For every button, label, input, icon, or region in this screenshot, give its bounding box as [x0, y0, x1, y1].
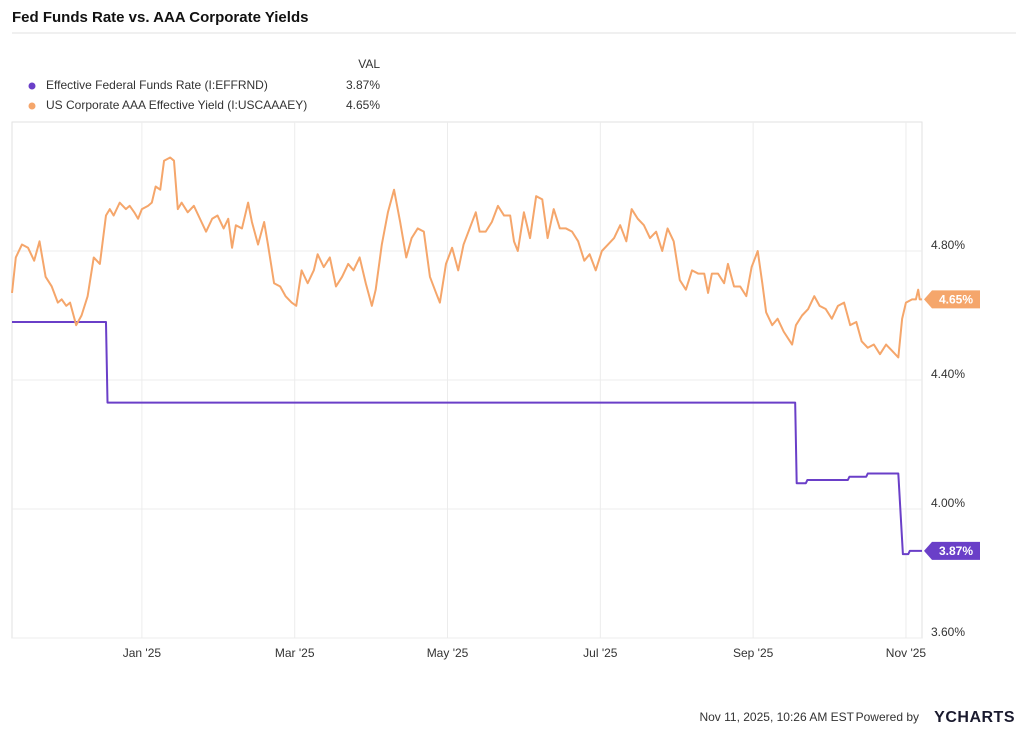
x-tick-label: May '25: [427, 646, 469, 660]
x-tick-label: Sep '25: [733, 646, 774, 660]
y-tick-label: 3.60%: [931, 625, 965, 639]
end-tag-label: 4.65%: [939, 293, 973, 307]
footer-brand: YCHARTS: [934, 709, 1015, 726]
footer-powered-by: Powered by: [856, 710, 919, 724]
x-tick-label: Jan '25: [123, 646, 162, 660]
chart-title: Fed Funds Rate vs. AAA Corporate Yields: [12, 9, 308, 26]
footer-timestamp: Nov 11, 2025, 10:26 AM EST: [699, 710, 854, 724]
y-tick-label: 4.00%: [931, 496, 965, 510]
y-tick-label: 4.80%: [931, 238, 965, 252]
labels: 3.60% 4.00% 4.40% 4.80% Jan '25 Mar '25 May '2…: [28, 78, 1015, 726]
lines: [11, 156, 922, 556]
legend-label: Effective Federal Funds Rate (I:EFFRND): [46, 78, 268, 92]
series-line: [12, 320, 922, 556]
legend-marker: [28, 102, 36, 110]
end-tag: [924, 541, 980, 560]
end-tag: [924, 290, 980, 309]
x-tick-label: Jul '25: [583, 646, 618, 660]
grid: [12, 122, 922, 639]
legend-value: 3.87%: [346, 78, 380, 92]
legend-label: US Corporate AAA Effective Yield (I:USCA…: [46, 98, 307, 112]
x-tick-label: Mar '25: [275, 646, 315, 660]
y-tick-label: 4.40%: [931, 367, 965, 381]
legend-value: 4.65%: [346, 98, 380, 112]
x-tick-label: Nov '25: [886, 646, 927, 660]
series-line: [11, 156, 922, 359]
legend-marker: [28, 82, 36, 90]
legend-header: VAL: [358, 57, 380, 71]
end-tag-label: 3.87%: [939, 544, 973, 558]
